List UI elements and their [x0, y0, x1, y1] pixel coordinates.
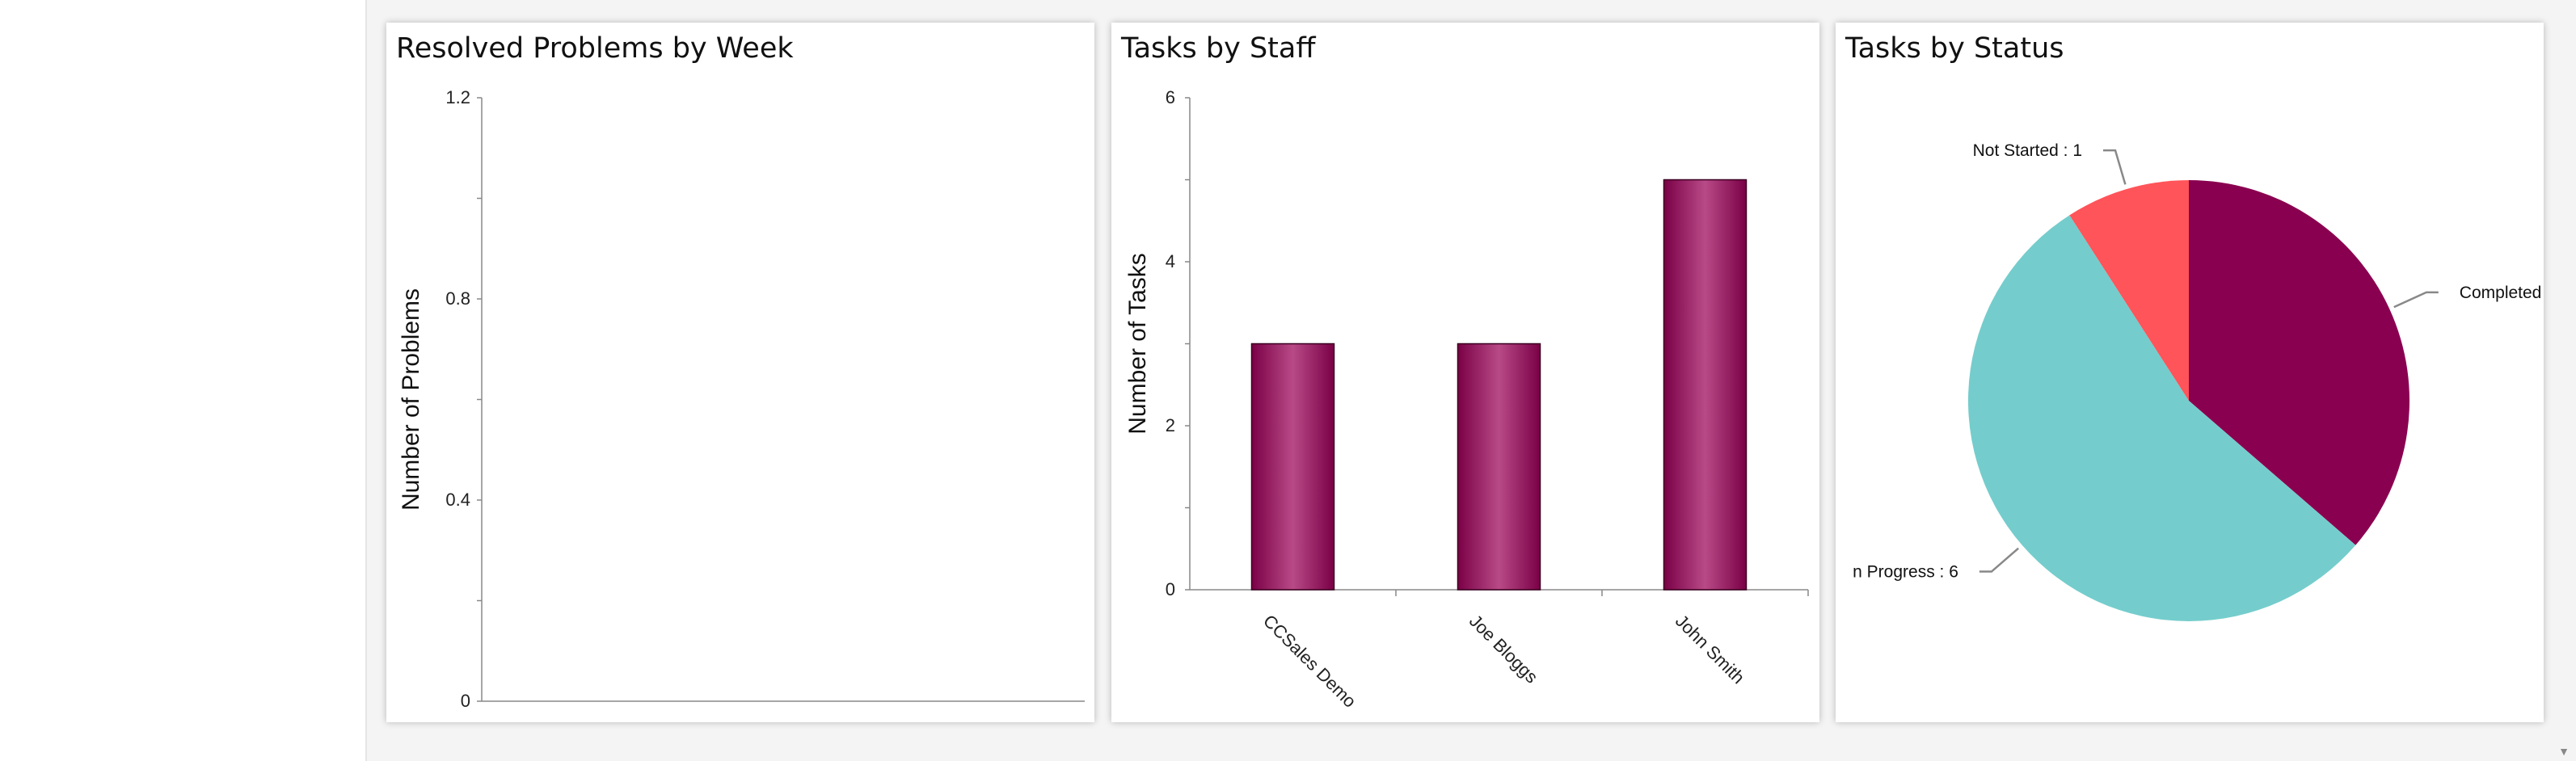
left-sidebar — [0, 0, 367, 761]
panel-title: Tasks by Staff — [1121, 32, 1316, 65]
x-tick-label: John Smith — [1672, 611, 1749, 688]
pie-leader-line — [2103, 149, 2127, 185]
scroll-down-arrow-icon[interactable]: ▼ — [2558, 745, 2570, 758]
pie-slice — [2069, 180, 2189, 401]
pie-slice — [2189, 180, 2409, 545]
y-axis-label: Number of Problems — [398, 288, 424, 511]
tasks-by-staff-panel: Tasks by Staff 0 2 4 6 Number of Tasks CCSale… — [1111, 23, 1819, 722]
y-tick-label: 4 — [1166, 251, 1175, 271]
tasks-by-status-chart: Completed n Progress : 6 Not Started : 1 — [1853, 141, 2542, 621]
pie-leader-line — [2393, 291, 2439, 309]
bar — [1457, 343, 1541, 591]
x-tick-label: Joe Bloggs — [1465, 611, 1542, 687]
panel-title: Resolved Problems by Week — [396, 32, 794, 65]
y-tick-label: 0 — [461, 691, 470, 711]
y-tick-label: 0.4 — [445, 490, 470, 510]
tasks-by-status-panel: Tasks by Status Completed n Progress : 6 N… — [1836, 23, 2544, 722]
resolved-problems-panel: Resolved Problems by Week 0 0.4 0.8 1.2 Numb… — [386, 23, 1094, 722]
bar — [1250, 343, 1335, 591]
y-tick-label: 0.8 — [445, 288, 470, 309]
pie-leader-line — [1979, 547, 2019, 573]
y-tick-label: 0 — [1166, 579, 1175, 599]
pie-label: n Progress : 6 — [1853, 563, 1958, 582]
y-axis-label: Number of Tasks — [1124, 253, 1151, 435]
y-tick-label: 1.2 — [445, 87, 470, 107]
y-tick-label: 2 — [1166, 415, 1175, 435]
tasks-by-staff-chart: 0 2 4 6 Number of Tasks CCSales Demo Joe Blogg… — [1124, 87, 1809, 712]
pie-label: Not Started : 1 — [1973, 141, 2082, 160]
bar — [1663, 179, 1748, 591]
pie-slice — [1968, 215, 2356, 621]
pie-label: Completed — [2460, 284, 2542, 302]
panel-title: Tasks by Status — [1845, 32, 2064, 65]
y-tick-label: 6 — [1166, 87, 1175, 107]
resolved-problems-chart: 0 0.4 0.8 1.2 Number of Problems — [398, 87, 1085, 711]
x-tick-label: CCSales Demo — [1259, 611, 1360, 712]
page-scrollbar[interactable]: ▼ — [2552, 0, 2576, 761]
